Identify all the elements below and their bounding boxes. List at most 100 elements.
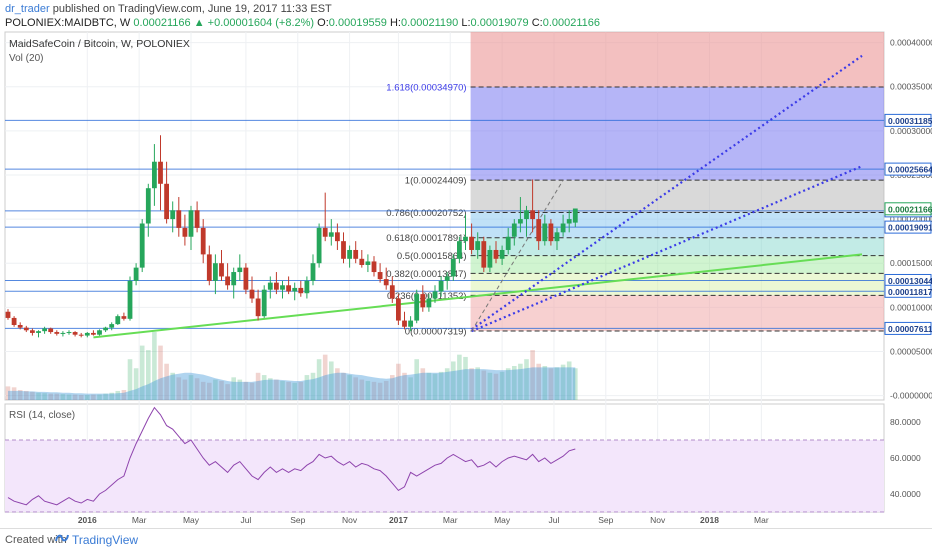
volume-bar xyxy=(11,387,17,400)
candle-body xyxy=(231,272,237,286)
candle-body xyxy=(170,210,176,220)
chart-canvas[interactable]: 1.618(0.00034970) 1(0.00024409) 0.786(0.00… xyxy=(0,0,932,528)
x-tick-label: Jul xyxy=(549,515,560,525)
candle-body xyxy=(255,298,261,317)
candle-body xyxy=(530,210,535,220)
volume-bar xyxy=(158,345,163,400)
volume-bar xyxy=(566,361,572,400)
volume-bar xyxy=(268,378,273,400)
candle-body xyxy=(274,282,279,290)
volume-bar xyxy=(54,393,60,400)
candle-body xyxy=(402,320,407,327)
volume-bar xyxy=(512,366,517,400)
price-change: ▲ +0.00001604 (+8.2%) xyxy=(193,17,315,29)
candle-body xyxy=(450,258,456,277)
candle-body xyxy=(316,227,322,264)
candle-body xyxy=(206,254,212,281)
x-tick-label: Nov xyxy=(650,515,666,525)
volume-bar xyxy=(286,381,291,400)
volume-bar xyxy=(72,394,78,400)
candle-body xyxy=(115,316,121,325)
rsi-tick-label: 40.0000 xyxy=(890,489,921,499)
volume-bar xyxy=(274,379,279,400)
candle-body xyxy=(420,294,426,308)
volume-bar xyxy=(60,394,66,400)
candle-body xyxy=(475,241,481,250)
open-label: O: xyxy=(317,17,329,29)
candle-body xyxy=(280,285,285,290)
candle-body xyxy=(286,285,291,292)
brand-label[interactable]: TradingView xyxy=(72,533,139,547)
candle-body xyxy=(84,332,90,336)
candle-body xyxy=(237,267,243,273)
level-price-label: 0.00031185 xyxy=(888,116,932,126)
open-value: 0.00019559 xyxy=(328,17,387,29)
fib-level-label: 0.786(0.00020752) xyxy=(386,208,466,219)
footer: Created with TradingView xyxy=(0,528,932,551)
level-price-tag xyxy=(884,321,932,335)
candle-body xyxy=(267,282,273,290)
y-tick-label: 0.00015000 xyxy=(890,258,932,268)
close-value: 0.00021166 xyxy=(542,17,601,29)
volume-bar xyxy=(310,372,316,400)
candle-body xyxy=(11,317,17,325)
candle-body xyxy=(341,241,346,259)
fib-level-label: 1(0.00024409) xyxy=(405,176,467,187)
volume-bar xyxy=(420,368,426,400)
candle-body xyxy=(91,332,96,335)
candle-body xyxy=(54,332,60,334)
fib-zone xyxy=(470,273,884,296)
x-tick-label: Sep xyxy=(598,515,613,525)
candle-body xyxy=(493,249,499,259)
candle-body xyxy=(383,279,389,286)
x-tick-label: Mar xyxy=(132,515,147,525)
high-value: 0.00021190 xyxy=(400,17,459,29)
volume-bar xyxy=(554,367,560,400)
volume-bar xyxy=(152,332,157,400)
candle-body xyxy=(5,311,11,318)
candle-body xyxy=(164,183,169,220)
volume-bar xyxy=(438,371,444,400)
close-label: C: xyxy=(531,17,543,29)
volume-bar xyxy=(530,350,535,400)
level-price-label: 0.00025664 xyxy=(888,165,932,175)
candle-body xyxy=(23,327,29,331)
chart-title: MaidSafeCoin / Bitcoin, W, POLONIEX xyxy=(9,38,190,50)
author-link[interactable]: dr_trader xyxy=(5,3,50,15)
fib-zone xyxy=(470,255,884,274)
volume-ma-area xyxy=(8,367,576,400)
volume-bar xyxy=(414,359,419,400)
fib-level-label: 0.382(0.00013847) xyxy=(386,269,466,280)
volume-bar xyxy=(249,382,255,400)
volume-bar xyxy=(85,395,90,400)
volume-bar xyxy=(17,390,23,400)
candle-body xyxy=(127,280,133,319)
level-price-tag xyxy=(884,162,932,176)
y-tick-label: 0.00005000 xyxy=(890,346,932,356)
fib-level-label: 0.618(0.00017891) xyxy=(386,233,466,244)
last-price: 0.00021166 xyxy=(133,17,191,29)
candle-body xyxy=(194,210,200,228)
x-tick-label: Sep xyxy=(290,515,305,525)
volume-bar xyxy=(243,381,249,400)
volume-bar xyxy=(396,363,401,400)
x-tick-label: 2017 xyxy=(389,515,408,525)
low-value: 0.00019079 xyxy=(470,17,529,29)
volume-label: Vol (20) xyxy=(9,53,43,64)
candle-body xyxy=(322,227,328,237)
candle-body xyxy=(414,294,420,321)
volume-bar xyxy=(365,380,371,400)
volume-bar xyxy=(24,390,29,400)
volume-bar xyxy=(402,372,407,400)
candle-body xyxy=(542,223,548,242)
publish-line: dr_trader published on TradingView.com, … xyxy=(5,2,332,16)
volume-bar xyxy=(231,377,236,400)
volume-bar xyxy=(103,393,108,400)
created-with-label: Created with xyxy=(5,534,67,546)
volume-bar xyxy=(78,395,84,400)
volume-bar xyxy=(451,361,456,400)
rsi-band xyxy=(5,440,884,512)
candle-body xyxy=(463,236,468,242)
candle-body xyxy=(103,327,108,331)
candle-body xyxy=(444,276,450,281)
